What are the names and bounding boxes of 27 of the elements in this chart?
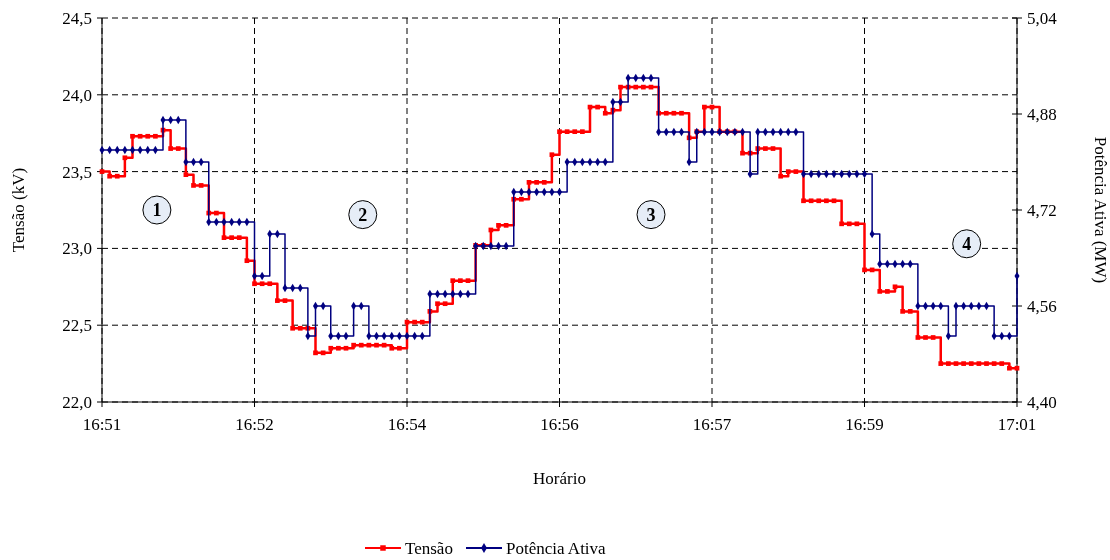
annotation: 4 <box>962 234 972 255</box>
legend-label: Tensão <box>405 538 453 558</box>
y-tick-label: 23,5 <box>62 162 92 182</box>
y-tick-label: 24,0 <box>62 85 92 105</box>
y-tick-label: 24,5 <box>62 8 92 28</box>
x-tick-label: 16:59 <box>845 415 884 434</box>
annotation: 2 <box>358 204 368 225</box>
legend-label: Potência Ativa <box>506 538 607 558</box>
y2-tick-label: 4,88 <box>1027 104 1057 124</box>
y2-tick-label: 4,40 <box>1027 392 1057 412</box>
x-tick-label: 16:52 <box>235 415 274 434</box>
x-tick-label: 16:57 <box>692 415 732 434</box>
x-axis-title: Horário <box>533 469 586 488</box>
y2-tick-label: 4,72 <box>1027 200 1057 220</box>
x-tick-label: 17:01 <box>997 415 1037 434</box>
x-tick-label: 16:51 <box>82 415 122 434</box>
annotation: 1 <box>152 200 162 221</box>
y-axis-title: Tensão (kV) <box>9 167 28 253</box>
y-tick-label: 23,0 <box>62 239 92 259</box>
y2-axis-title: Potência Ativa (MW) <box>1091 136 1110 284</box>
annotation: 3 <box>646 204 656 225</box>
x-tick-label: 16:54 <box>387 415 427 434</box>
y-tick-label: 22,0 <box>62 392 92 412</box>
y2-tick-label: 5,04 <box>1027 8 1058 28</box>
y2-tick-label: 4,56 <box>1027 296 1057 316</box>
y-tick-label: 22,5 <box>62 316 92 336</box>
x-tick-label: 16:56 <box>540 415 579 434</box>
